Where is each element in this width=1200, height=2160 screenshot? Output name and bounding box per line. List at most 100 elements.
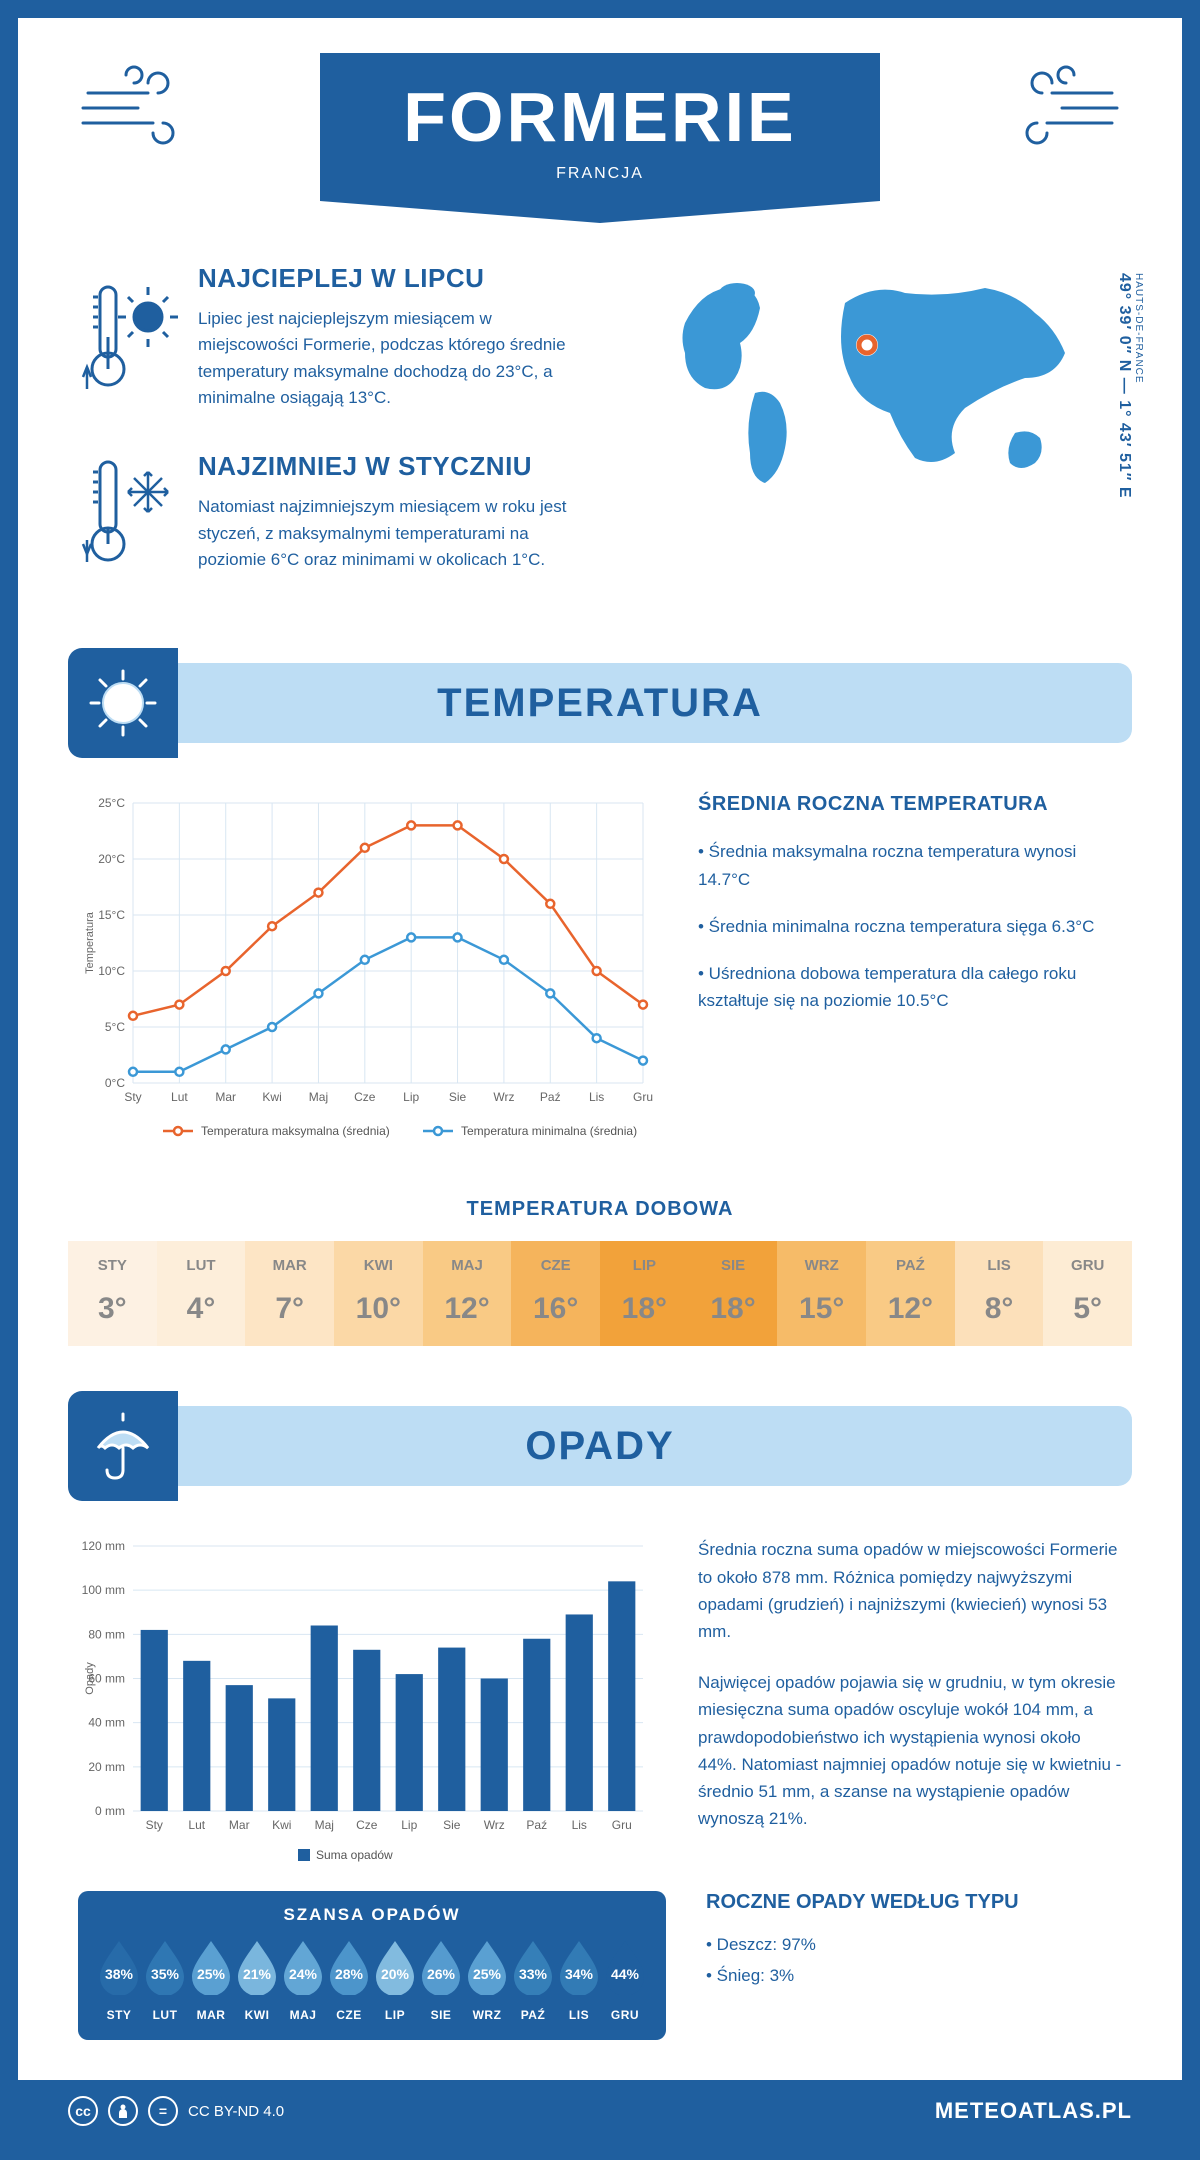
daily-cell: LUT4° (157, 1241, 246, 1346)
daily-cell: GRU5° (1043, 1241, 1132, 1346)
chance-drop: 25% MAR (188, 1939, 234, 2022)
country-subtitle: FRANCJA (390, 165, 810, 183)
thermometer-snow-icon (78, 451, 178, 573)
daily-cell: WRZ15° (777, 1241, 866, 1346)
daily-month: MAR (249, 1257, 330, 1274)
chance-drop: 35% LUT (142, 1939, 188, 2022)
daily-month: LIP (604, 1257, 685, 1274)
warmest-desc: Lipiec jest najcieplejszym miesiącem w m… (198, 306, 578, 411)
chance-month: PAŹ (510, 2008, 556, 2022)
svg-text:5°C: 5°C (105, 1020, 125, 1034)
svg-text:20 mm: 20 mm (88, 1760, 125, 1774)
svg-text:0°C: 0°C (105, 1076, 125, 1090)
precip-bar-chart: 0 mm20 mm40 mm60 mm80 mm100 mm120 mmStyL… (78, 1536, 658, 1881)
title-banner-wrap: FORMERIE FRANCJA (218, 53, 982, 223)
precip-summary: Średnia roczna suma opadów w miejscowośc… (698, 1536, 1122, 1881)
chance-month: CZE (326, 2008, 372, 2022)
precip-type-box: ROCZNE OPADY WEDŁUG TYPU • Deszcz: 97% •… (706, 1891, 1122, 2040)
license-text: CC BY-ND 4.0 (188, 2103, 284, 2120)
daily-cell: KWI10° (334, 1241, 423, 1346)
lat-label: 49° 39′ 0″ N (1116, 273, 1133, 372)
svg-text:25%: 25% (473, 1966, 502, 1982)
daily-value: 8° (959, 1292, 1040, 1326)
svg-text:100 mm: 100 mm (82, 1584, 125, 1598)
daily-cell: CZE16° (511, 1241, 600, 1346)
chance-drops-row: 38% STY 35% LUT 25% MAR 21% KWI 24% MAJ (96, 1939, 648, 2022)
daily-cell: PAŹ12° (866, 1241, 955, 1346)
svg-text:44%: 44% (611, 1966, 640, 1982)
chance-drop: 34% LIS (556, 1939, 602, 2022)
daily-value: 3° (72, 1292, 153, 1326)
chance-month: KWI (234, 2008, 280, 2022)
daily-month: PAŹ (870, 1257, 951, 1274)
svg-text:33%: 33% (519, 1966, 548, 1982)
svg-text:120 mm: 120 mm (82, 1539, 125, 1553)
chance-month: MAR (188, 2008, 234, 2022)
temperature-title: TEMPERATURA (178, 681, 1132, 726)
svg-text:Sie: Sie (449, 1090, 467, 1104)
chance-month: LUT (142, 2008, 188, 2022)
daily-month: CZE (515, 1257, 596, 1274)
daily-value: 18° (693, 1292, 774, 1326)
city-title: FORMERIE (390, 77, 810, 157)
wind-icon-right (982, 53, 1132, 163)
temperature-section-header: TEMPERATURA (68, 663, 1132, 743)
svg-text:Sie: Sie (443, 1818, 461, 1832)
chance-month: SIE (418, 2008, 464, 2022)
svg-text:Lut: Lut (188, 1818, 205, 1832)
chance-month: MAJ (280, 2008, 326, 2022)
svg-text:28%: 28% (335, 1966, 364, 1982)
svg-text:10°C: 10°C (98, 964, 125, 978)
temp-bullet-3: • Uśredniona dobowa temperatura dla całe… (698, 960, 1122, 1014)
svg-text:Gru: Gru (612, 1818, 632, 1832)
chance-month: STY (96, 2008, 142, 2022)
precip-section-header: OPADY (68, 1406, 1132, 1486)
svg-text:35%: 35% (151, 1966, 180, 1982)
svg-text:Wrz: Wrz (484, 1818, 505, 1832)
thermometer-sun-icon (78, 263, 178, 411)
temperature-line-chart: 0°C5°C10°C15°C20°C25°CStyLutMarKwiMajCze… (78, 793, 658, 1158)
precip-bottom-row: SZANSA OPADÓW 38% STY 35% LUT 25% MAR 21… (18, 1891, 1182, 2080)
chance-drop: 28% CZE (326, 1939, 372, 2022)
svg-text:Lip: Lip (403, 1090, 419, 1104)
svg-text:25°C: 25°C (98, 796, 125, 810)
svg-text:15°C: 15°C (98, 908, 125, 922)
by-icon (108, 2096, 138, 2126)
warmest-title: NAJCIEPLEJ W LIPCU (198, 263, 578, 294)
svg-text:Temperatura minimalna (średnia: Temperatura minimalna (średnia) (461, 1124, 637, 1138)
type-snow: • Śnieg: 3% (706, 1961, 1122, 1992)
svg-text:Mar: Mar (215, 1090, 236, 1104)
svg-text:Opady: Opady (84, 1662, 96, 1695)
daily-month: MAJ (427, 1257, 508, 1274)
daily-value: 4° (161, 1292, 242, 1326)
warmest-block: NAJCIEPLEJ W LIPCU Lipiec jest najcieple… (78, 263, 597, 411)
coldest-desc: Natomiast najzimniejszym miesiącem w rok… (198, 494, 578, 573)
svg-text:20°C: 20°C (98, 852, 125, 866)
svg-text:Sty: Sty (124, 1090, 141, 1104)
daily-temp-table: STY3°LUT4°MAR7°KWI10°MAJ12°CZE16°LIP18°S… (68, 1241, 1132, 1346)
daily-value: 15° (781, 1292, 862, 1326)
svg-text:80 mm: 80 mm (88, 1628, 125, 1642)
svg-text:Paź: Paź (540, 1090, 561, 1104)
header-row: FORMERIE FRANCJA (18, 18, 1182, 223)
precip-chart-row: 0 mm20 mm40 mm60 mm80 mm100 mm120 mmStyL… (18, 1486, 1182, 1891)
chance-drop: 25% WRZ (464, 1939, 510, 2022)
sun-icon (68, 648, 178, 758)
svg-text:Cze: Cze (356, 1818, 378, 1832)
chance-month: WRZ (464, 2008, 510, 2022)
svg-text:40 mm: 40 mm (88, 1716, 125, 1730)
daily-value: 5° (1047, 1292, 1128, 1326)
footer: cc = CC BY-ND 4.0 METEOATLAS.PL (18, 2080, 1182, 2142)
region-label: HAUTS-DE-FRANCE (1133, 273, 1144, 491)
svg-text:Kwi: Kwi (272, 1818, 291, 1832)
coordinates-label: HAUTS-DE-FRANCE 49° 39′ 0″ N — 1° 43′ 51… (1115, 273, 1144, 499)
chance-drop: 20% LIP (372, 1939, 418, 2022)
nd-icon: = (148, 2096, 178, 2126)
chance-drop: 26% SIE (418, 1939, 464, 2022)
chance-month: LIP (372, 2008, 418, 2022)
svg-text:Cze: Cze (354, 1090, 376, 1104)
svg-text:Lis: Lis (572, 1818, 587, 1832)
chance-drop: 33% PAŹ (510, 1939, 556, 2022)
chance-title: SZANSA OPADÓW (96, 1905, 648, 1925)
svg-text:Mar: Mar (229, 1818, 250, 1832)
